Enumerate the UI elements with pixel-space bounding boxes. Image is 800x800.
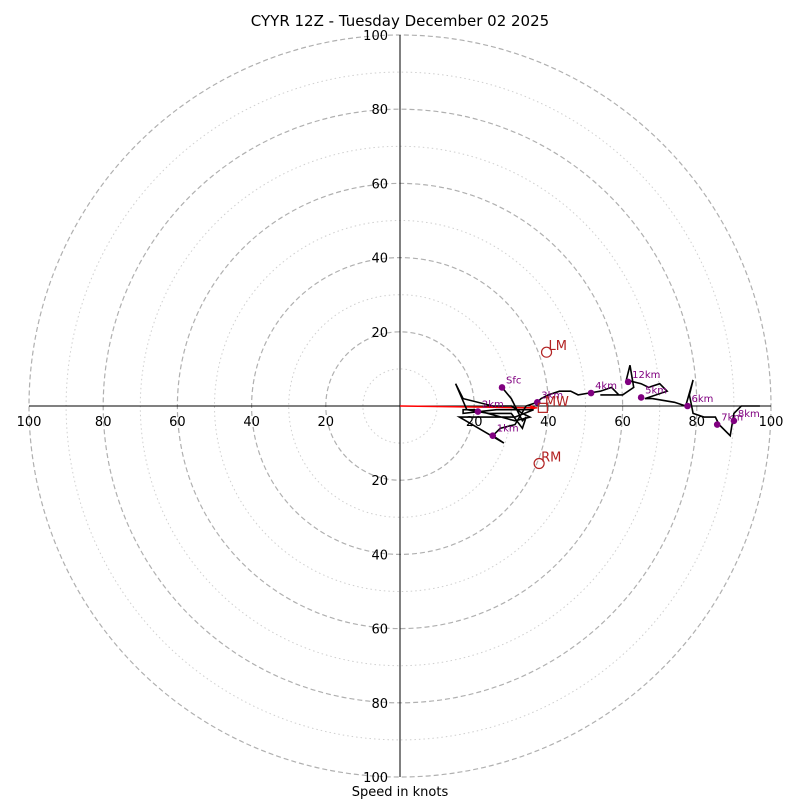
storm-motion-markers: LM RM MW bbox=[533, 339, 569, 470]
height-marker-dot bbox=[498, 384, 506, 391]
chart-title: CYYR 12Z - Tuesday December 02 2025 bbox=[251, 12, 549, 30]
height-marker-dot bbox=[684, 402, 691, 410]
y-tick-label: 100 bbox=[363, 29, 388, 44]
hodograph-line bbox=[454, 365, 760, 444]
height-marker-dot bbox=[730, 417, 738, 425]
height-marker-label: 3km bbox=[541, 390, 563, 401]
x-tick-label: 60 bbox=[614, 415, 631, 430]
y-tick-label: 20 bbox=[371, 474, 388, 489]
storm-motion-label: MW bbox=[545, 395, 569, 410]
storm-motion-marker bbox=[537, 402, 548, 413]
x-tick-label: 40 bbox=[243, 415, 260, 430]
x-axis-label: Speed in knots bbox=[352, 785, 449, 800]
x-tick-label: 60 bbox=[169, 415, 186, 430]
axis-tick-labels: 100 100 80 80 60 60 40 40 20 20 20 20 40 40 60 60 80 80 10… bbox=[17, 29, 784, 786]
height-marker-dot bbox=[474, 408, 482, 415]
height-marker-label: 8km bbox=[738, 409, 760, 420]
x-tick-label: 40 bbox=[540, 415, 557, 430]
x-tick-label: 80 bbox=[689, 415, 706, 430]
y-tick-label: 80 bbox=[371, 697, 388, 712]
height-marker-label: Sfc bbox=[506, 375, 521, 386]
storm-motion-marker bbox=[533, 457, 545, 470]
height-marker-label: 5km bbox=[645, 385, 667, 396]
x-tick-label: 20 bbox=[466, 415, 483, 430]
height-marker-label: 12km bbox=[632, 370, 660, 381]
y-tick-label: 20 bbox=[371, 326, 388, 341]
height-marker-label: 1km bbox=[497, 424, 519, 435]
x-tick-label: 100 bbox=[759, 415, 784, 430]
height-marker-dot bbox=[489, 432, 497, 439]
height-marker-dot bbox=[587, 389, 595, 397]
y-tick-label: 40 bbox=[371, 548, 388, 563]
height-markers: Sfc1km2km3km4km5km6km7km8km12km bbox=[474, 370, 760, 439]
height-marker-dot bbox=[713, 421, 721, 428]
y-tick-label: 80 bbox=[371, 103, 388, 118]
y-tick-label: 40 bbox=[371, 252, 388, 267]
hodograph-trace bbox=[454, 365, 760, 444]
x-tick-label: 100 bbox=[17, 415, 42, 430]
height-marker-dot bbox=[637, 394, 645, 401]
height-marker-label: 2km bbox=[482, 400, 504, 411]
y-tick-label: 100 bbox=[363, 771, 388, 786]
height-marker-dot bbox=[533, 398, 541, 406]
height-marker-label: 6km bbox=[692, 394, 714, 405]
y-tick-label: 60 bbox=[371, 177, 388, 192]
x-tick-label: 20 bbox=[318, 415, 335, 430]
x-tick-label: 80 bbox=[95, 415, 112, 430]
height-marker-label: 4km bbox=[595, 381, 617, 392]
storm-motion-label: LM bbox=[549, 339, 567, 354]
height-marker-dot bbox=[624, 378, 632, 386]
storm-motion-label: RM bbox=[541, 451, 561, 466]
storm-motion-marker bbox=[540, 346, 553, 358]
y-tick-label: 60 bbox=[371, 623, 388, 638]
